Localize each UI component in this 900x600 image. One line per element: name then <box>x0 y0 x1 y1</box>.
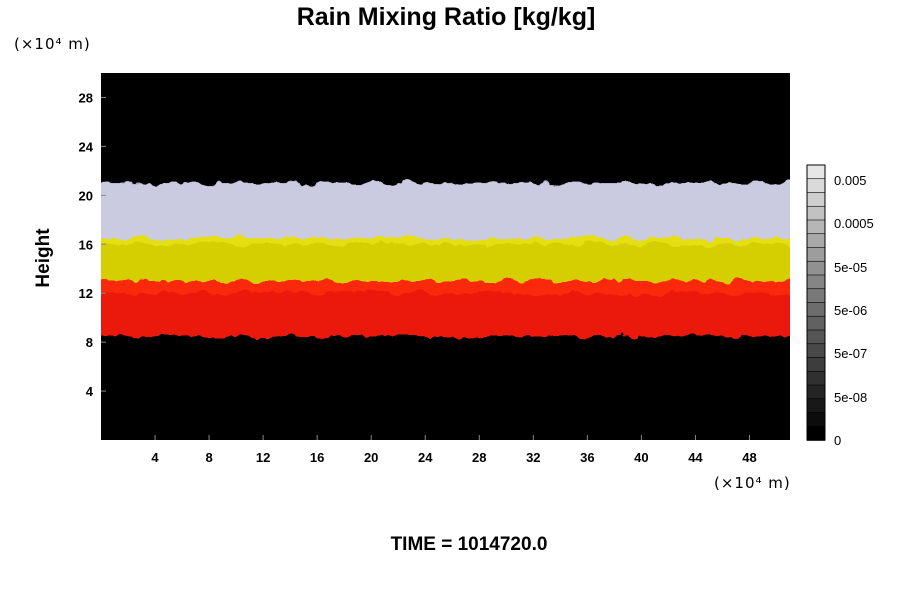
x-tick-label: 24 <box>418 450 433 465</box>
colorbar-swatch <box>806 260 826 276</box>
colorbar-swatch <box>806 343 826 359</box>
colorbar-tick-label: 5e-05 <box>834 260 867 275</box>
heatmap-layers <box>101 183 790 337</box>
y-tick-label: 28 <box>79 90 93 105</box>
colorbar: 0.005 0.0005 5e-05 5e-06 5e-07 5e-08 0 <box>806 164 874 448</box>
colorbar-swatch <box>806 329 826 345</box>
x-tick-label: 40 <box>634 450 648 465</box>
y-tick-label: 8 <box>86 335 93 350</box>
x-tick-label: 20 <box>364 450 378 465</box>
colorbar-swatch <box>806 370 826 386</box>
colorbar-swatch <box>806 178 826 194</box>
y-tick-label: 20 <box>79 188 93 203</box>
colorbar-swatch <box>806 315 826 331</box>
colorbar-swatch <box>806 357 826 373</box>
x-tick-label: 36 <box>580 450 594 465</box>
colorbar-swatch <box>806 164 826 180</box>
heatmap-layer-3 <box>101 183 790 245</box>
x-tick-label: 48 <box>742 450 756 465</box>
chart-title: Rain Mixing Ratio [kg/kg] <box>297 3 596 31</box>
y-tick-label: 12 <box>79 286 93 301</box>
colorbar-swatch <box>806 425 826 441</box>
colorbar-swatch <box>806 219 826 235</box>
y-axis-ticks: 4 8 12 16 20 24 28 <box>79 90 106 399</box>
colorbar-swatch <box>806 384 826 400</box>
x-tick-label: 4 <box>151 450 159 465</box>
colorbar-swatch <box>806 205 826 221</box>
colorbar-tick-label: 5e-08 <box>834 390 867 405</box>
colorbar-swatch <box>806 412 826 428</box>
colorbar-tick-label: 5e-07 <box>834 346 867 361</box>
x-tick-label: 32 <box>526 450 540 465</box>
colorbar-tick-label: 5e-06 <box>834 303 867 318</box>
x-axis-unit: (×10⁴ m) <box>714 474 791 492</box>
y-axis-label: Height <box>33 228 54 288</box>
y-tick-label: 16 <box>79 237 93 252</box>
x-tick-label: 44 <box>688 450 703 465</box>
x-tick-label: 8 <box>205 450 212 465</box>
y-tick-label: 24 <box>79 139 94 154</box>
heatmap-layer-1 <box>101 280 790 337</box>
x-tick-label: 16 <box>310 450 324 465</box>
colorbar-swatch <box>806 233 826 249</box>
colorbar-swatch <box>806 288 826 304</box>
x-axis-ticks: 4 8 12 16 20 24 28 32 36 40 44 48 <box>151 435 757 465</box>
colorbar-tick-label: 0 <box>834 433 841 448</box>
colorbar-tick-label: 0.0005 <box>834 216 874 231</box>
colorbar-swatch <box>806 398 826 414</box>
y-axis-unit: (×10⁴ m) <box>14 35 91 53</box>
colorbar-swatch <box>806 247 826 263</box>
y-tick-label: 4 <box>86 384 94 399</box>
colorbar-swatch <box>806 192 826 208</box>
colorbar-swatch <box>806 302 826 318</box>
colorbar-swatch <box>806 274 826 290</box>
x-tick-label: 28 <box>472 450 486 465</box>
colorbar-tick-label: 0.005 <box>834 173 867 188</box>
time-label: TIME = 1014720.0 <box>391 534 548 555</box>
plot-area <box>101 73 790 440</box>
x-tick-label: 12 <box>256 450 270 465</box>
